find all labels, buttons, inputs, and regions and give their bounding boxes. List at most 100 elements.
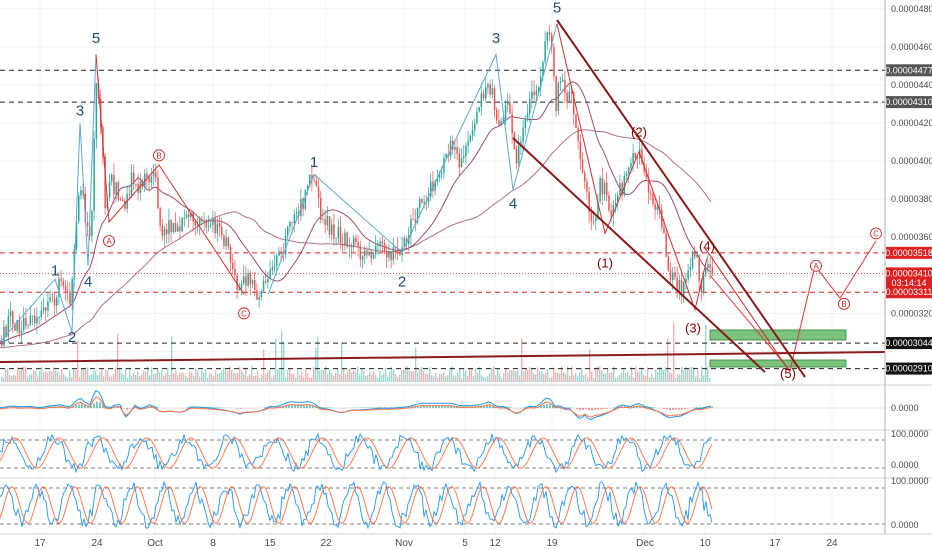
stoch-k-line [0, 432, 713, 474]
macd-hist-bar [501, 406, 503, 408]
volume-bar [649, 377, 651, 382]
volume-bar [643, 374, 645, 382]
macd-hist-bar [567, 407, 569, 408]
macd-hist-bar [210, 407, 212, 408]
macd-hist-bar [552, 405, 554, 408]
volume-bar [35, 370, 37, 382]
candle [696, 250, 698, 259]
volume-bar [209, 373, 211, 382]
volume-bar [511, 370, 513, 382]
candle [491, 79, 494, 99]
volume-bar [153, 374, 155, 382]
candle [386, 244, 388, 269]
volume-bar [233, 372, 235, 382]
wave-label: (3) [685, 320, 701, 335]
candle [240, 280, 243, 296]
volume-bar [69, 370, 71, 382]
macd-hist-bar [603, 408, 605, 410]
volume-bar [185, 375, 187, 382]
time-tick-label: 15 [264, 538, 276, 549]
macd-hist-bar [240, 408, 242, 409]
candle [500, 117, 502, 127]
wave-line-blue-2 [267, 23, 558, 295]
macd-hist-bar [87, 405, 89, 408]
volume-bar [549, 377, 551, 382]
candle [705, 268, 707, 278]
macd-hist-bar [330, 407, 332, 408]
volume-bar [681, 367, 683, 382]
volume-bar [691, 367, 693, 382]
time-tick-label: Nov [395, 538, 413, 549]
wave-line-red-abc [95, 54, 245, 295]
candle [207, 215, 210, 232]
volume-bar [49, 371, 51, 382]
wave-label: 3 [492, 30, 500, 47]
volume-bar [399, 374, 401, 382]
candle [388, 243, 390, 262]
volume-bar [225, 369, 227, 382]
volume-bar [149, 375, 151, 382]
volume-bar [603, 373, 605, 382]
volume-bar [183, 373, 185, 382]
macd-hist-bar [375, 407, 377, 408]
volume-bar [495, 375, 497, 382]
volume-bar [489, 372, 491, 382]
candle [170, 219, 172, 242]
volume-bar [579, 372, 581, 382]
volume-bar [215, 369, 217, 382]
circle-label: C [238, 307, 250, 320]
macd-hist-bar [699, 407, 701, 408]
volume-bar [5, 368, 7, 382]
candle [568, 85, 571, 103]
candle [570, 87, 573, 103]
volume-bar [115, 367, 117, 382]
volume-bar [357, 366, 359, 382]
candle [212, 210, 214, 233]
volume-bar [577, 376, 579, 382]
trendline-long-support [0, 351, 886, 363]
volume-bar [285, 377, 287, 382]
candle [289, 220, 291, 233]
candle [168, 208, 170, 244]
candle [7, 308, 10, 343]
candle [293, 209, 296, 233]
volume-bar [89, 375, 91, 382]
candle [265, 270, 267, 285]
candle [482, 89, 485, 101]
volume-bar [523, 371, 525, 382]
macd-hist-bar [708, 406, 710, 408]
candle [617, 191, 619, 210]
volume-bar [377, 377, 379, 382]
volume-bar [699, 377, 701, 382]
candle [601, 167, 604, 206]
macd-hist-bar [66, 406, 68, 408]
volume-bar [93, 370, 95, 382]
macd-hist-bar [99, 402, 101, 408]
candle [62, 277, 65, 290]
volume-bar [539, 371, 541, 382]
candle [584, 169, 586, 190]
volume-bar [23, 366, 25, 382]
macd-hist-bar [24, 406, 26, 408]
macd-hist-bar [678, 408, 680, 410]
target-zone-lower [709, 359, 847, 368]
candle [214, 211, 216, 239]
candle [531, 80, 533, 109]
volume-bar [275, 338, 277, 382]
indicator-tick-label: 0.0000 [891, 520, 919, 530]
volume-bar [561, 366, 563, 382]
macd-hist-bar [531, 406, 533, 408]
volume-bar [687, 367, 689, 382]
candle [394, 246, 397, 259]
macd-hist-bar [486, 405, 488, 408]
candle [471, 120, 474, 141]
candle [650, 189, 652, 201]
candle [183, 209, 186, 227]
volume-bar [51, 370, 53, 382]
volume-bar [175, 370, 177, 382]
volume-bar [441, 373, 443, 382]
macd-hist-bar [555, 406, 557, 408]
volume-bar [351, 372, 353, 382]
